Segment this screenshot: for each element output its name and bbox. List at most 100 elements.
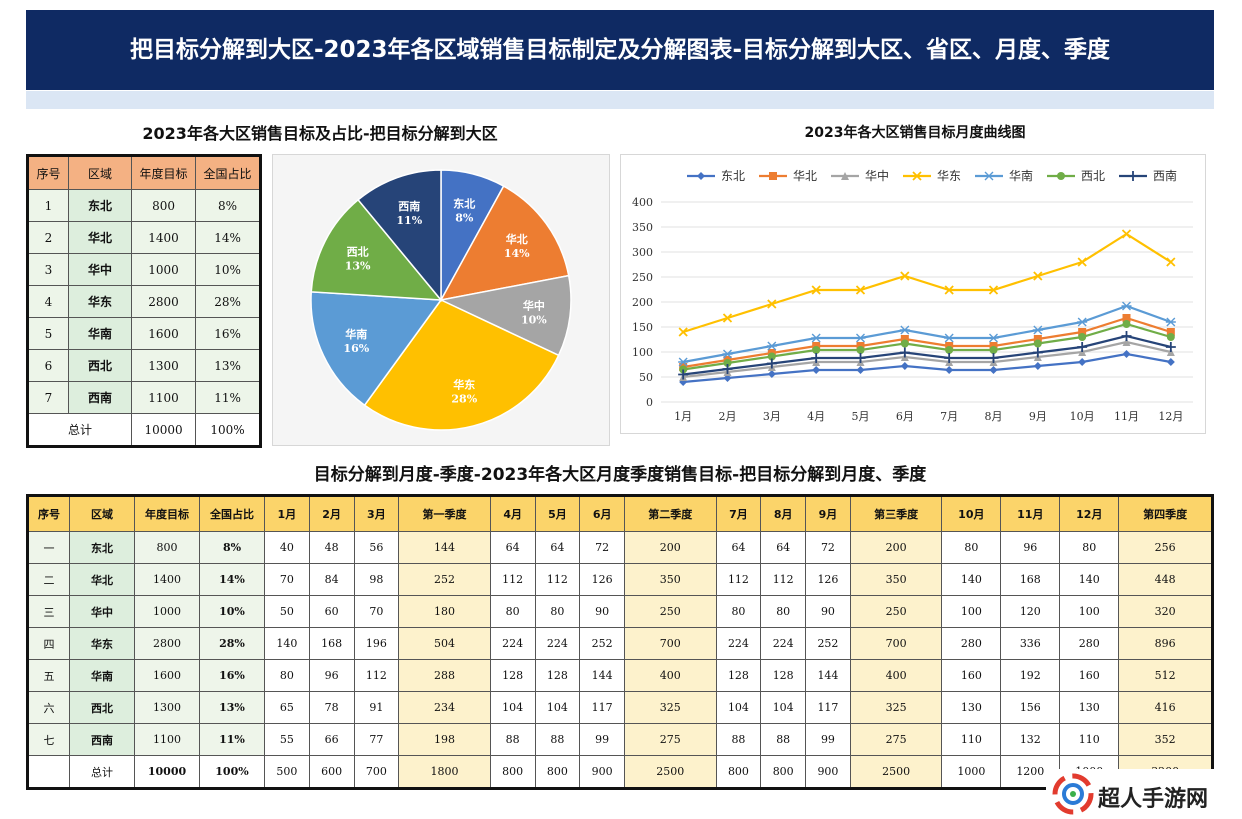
table-cell: 96 <box>308 659 355 692</box>
table-header-cell: 区域 <box>67 155 133 190</box>
table-cell: 华东 <box>69 627 135 660</box>
table-cell: 8% <box>195 189 261 222</box>
y-tick-label: 200 <box>632 296 653 309</box>
data-point <box>1032 347 1043 358</box>
table-cell: 288 <box>398 659 491 692</box>
table-cell: 84 <box>308 563 355 596</box>
table-cell: 华北 <box>69 563 135 596</box>
table-cell: 112 <box>760 563 807 596</box>
table-cell: 120 <box>1000 595 1061 628</box>
table-cell: 512 <box>1118 659 1213 692</box>
table-header-cell: 第三季度 <box>849 495 943 532</box>
table-cell: 144 <box>805 659 851 692</box>
table-cell: 88 <box>489 723 536 756</box>
table-cell: 128 <box>715 659 762 692</box>
table-cell: 88 <box>760 723 807 756</box>
table-cell: 1300 <box>134 691 200 724</box>
legend-label: 西北 <box>1081 169 1105 183</box>
table-cell: 800 <box>131 189 197 222</box>
x-tick-label: 4月 <box>807 410 825 423</box>
table-cell: 275 <box>849 723 943 756</box>
table-cell: 224 <box>489 627 536 660</box>
table-cell: 168 <box>1000 563 1061 596</box>
table-cell: 280 <box>941 627 1002 660</box>
series-line <box>682 304 1172 364</box>
table-cell: 4 <box>27 285 69 318</box>
table-cell: 90 <box>579 595 626 628</box>
data-point <box>944 353 955 363</box>
table-header-cell: 7月 <box>715 495 762 532</box>
data-point <box>811 285 821 295</box>
table-cell: 112 <box>534 563 581 596</box>
data-point <box>1122 338 1131 346</box>
table-cell: 198 <box>398 723 491 756</box>
table-header-cell: 5月 <box>534 495 581 532</box>
table-cell: 104 <box>760 691 807 724</box>
table-cell: 256 <box>1118 531 1213 564</box>
total-cell: 100% <box>195 413 261 447</box>
table-header-cell: 8月 <box>760 495 807 532</box>
table-cell: 10% <box>195 253 261 286</box>
series-line <box>682 316 1172 369</box>
data-point <box>812 346 821 354</box>
pie-slice-category-label: 东北 <box>453 196 475 210</box>
bottom-section-title: 目标分解到月度-季度-2023年各大区月度季度销售目标-把目标分解到月度、季度 <box>313 465 927 485</box>
table-cell: 64 <box>715 531 762 564</box>
table-cell: 117 <box>805 691 851 724</box>
x-tick-label: 3月 <box>763 410 781 423</box>
table-cell: 320 <box>1118 595 1213 628</box>
table-cell: 280 <box>1059 627 1120 660</box>
table-row: 3 华中 1000 10% <box>27 253 261 286</box>
total-cell: 10000 <box>134 755 200 789</box>
table-cell: 48 <box>308 531 355 564</box>
data-point <box>678 369 689 380</box>
data-point <box>899 347 910 358</box>
data-point <box>900 362 909 370</box>
table-header-cell: 1月 <box>264 495 310 532</box>
table-cell: 112 <box>489 563 536 596</box>
table-cell: 160 <box>1059 659 1120 692</box>
data-point <box>678 327 688 337</box>
total-row: 总计 10000 100% 500 600 700 1800 800 800 900 2500 800… <box>27 755 1213 789</box>
table-cell: 七 <box>27 723 70 756</box>
data-point <box>944 285 954 295</box>
pie-slice <box>310 291 443 407</box>
table-cell: 1400 <box>134 563 200 596</box>
table-row: 2 华北 1400 14% <box>27 221 261 254</box>
table-cell: 80 <box>715 595 762 628</box>
table-cell: 四 <box>27 627 70 660</box>
table-cell: 13% <box>199 691 265 724</box>
pie-slice-percent-label: 28% <box>451 393 477 406</box>
table-cell: 99 <box>805 723 851 756</box>
total-cell: 500 <box>264 755 310 789</box>
table-cell: 90 <box>805 595 851 628</box>
table-header-cell: 序号 <box>27 155 69 190</box>
table-cell: 1300 <box>131 349 197 382</box>
data-point <box>1033 271 1043 281</box>
table-row: 4 华东 2800 28% <box>27 285 261 318</box>
table-cell: 78 <box>308 691 355 724</box>
data-point <box>989 366 998 374</box>
header-strip <box>26 91 1214 109</box>
table-row: 5 华南 1600 16% <box>27 317 261 350</box>
pie-slice-percent-label: 14% <box>504 247 530 260</box>
table-cell: 16% <box>195 317 261 350</box>
table-row: 6 西北 1300 13% <box>27 349 261 382</box>
table-cell: 99 <box>579 723 626 756</box>
table-cell: 六 <box>27 691 70 724</box>
pie-slice-category-label: 西南 <box>398 199 420 213</box>
y-tick-label: 150 <box>632 321 653 334</box>
data-point <box>900 335 909 343</box>
table-cell: 88 <box>715 723 762 756</box>
table-cell: 100 <box>941 595 1002 628</box>
table-cell: 1100 <box>134 723 200 756</box>
pie-slice-category-label: 华东 <box>453 378 475 392</box>
total-cell: 800 <box>534 755 581 789</box>
data-point <box>1128 171 1138 181</box>
table-cell: 77 <box>353 723 400 756</box>
table-cell: 400 <box>624 659 717 692</box>
data-point <box>1077 257 1087 267</box>
table-cell: 70 <box>264 563 310 596</box>
table-cell: 1000 <box>134 595 200 628</box>
total-cell: 900 <box>805 755 851 789</box>
